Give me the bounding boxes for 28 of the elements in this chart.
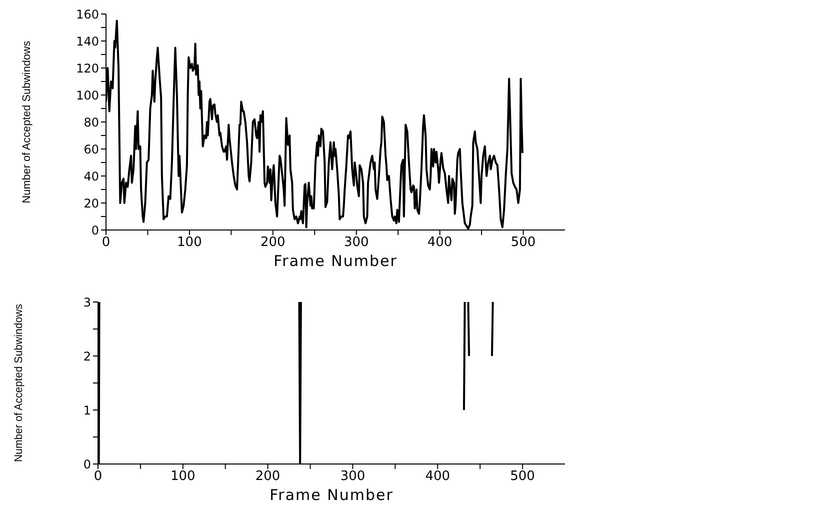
x-tick-label: 100: [170, 469, 196, 484]
y-tick-label: 1: [83, 403, 91, 418]
y-tick-label: 40: [84, 169, 99, 184]
x-axis-title: Frame Number: [270, 486, 394, 504]
x-tick-label: 200: [255, 469, 280, 484]
y-tick-label: 60: [84, 142, 99, 156]
x-tick-label: 500: [510, 235, 536, 250]
x-tick-label: 400: [425, 469, 450, 484]
x-tick-label: 300: [340, 469, 366, 484]
y-tick-label: 160: [76, 7, 99, 22]
y-tick-label: 80: [84, 115, 99, 130]
x-tick-label: 300: [344, 235, 369, 250]
y-tick-label: 0: [83, 457, 91, 472]
x-tick-label: 100: [177, 235, 202, 250]
x-tick-label: 200: [260, 235, 286, 250]
y-tick-label: 2: [83, 349, 91, 364]
x-tick-label: 400: [427, 235, 452, 250]
x-tick-label: 0: [102, 235, 110, 250]
y-axis-title: Number of Accepted Subwindows: [21, 38, 33, 204]
x-tick-label: 500: [510, 469, 535, 484]
y-axis-title: Number of Accepted Subwindows: [13, 298, 25, 462]
y-tick-label: 100: [76, 88, 99, 102]
y-tick-label: 3: [83, 295, 91, 310]
x-axis-title: Frame Number: [274, 252, 398, 270]
y-tick-label: 140: [76, 34, 99, 48]
y-tick-label: 120: [76, 61, 99, 76]
y-tick-label: 20: [84, 196, 99, 210]
y-tick-label: 0: [91, 223, 99, 238]
